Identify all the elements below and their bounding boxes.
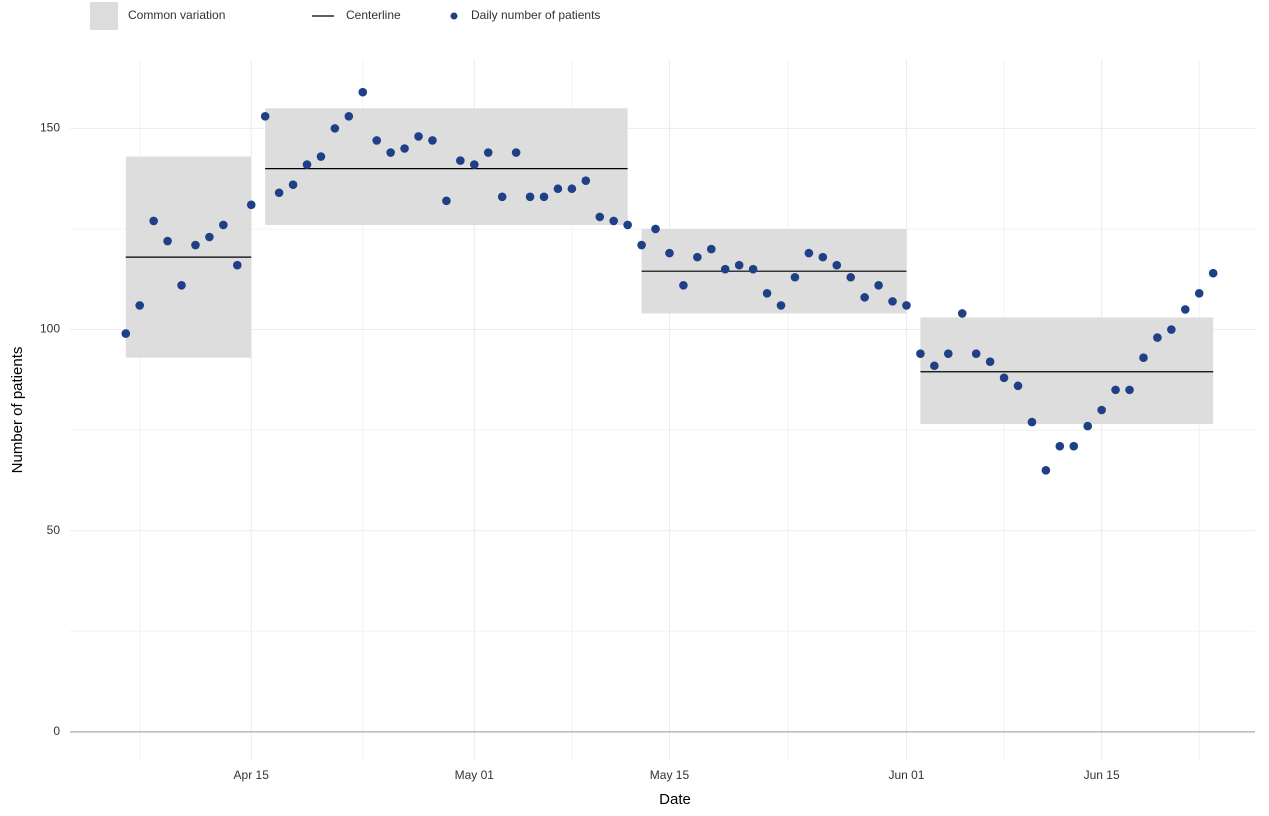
data-point — [623, 220, 632, 230]
data-point — [888, 297, 897, 306]
x-tick-label: Jun 01 — [888, 768, 924, 782]
y-tick-label: 150 — [40, 121, 60, 135]
data-point — [1153, 333, 1162, 342]
data-point — [609, 216, 619, 226]
data-point — [706, 244, 716, 254]
y-tick-label: 0 — [53, 724, 60, 738]
data-point — [874, 280, 883, 290]
legend-swatch — [90, 2, 118, 30]
data-point — [595, 212, 605, 222]
data-point — [246, 200, 256, 210]
data-point — [219, 220, 228, 230]
legend-label: Common variation — [128, 8, 225, 22]
x-axis-label: Date — [659, 791, 691, 808]
legend-label: Daily number of patients — [471, 8, 600, 22]
data-point — [1041, 466, 1051, 475]
data-point — [1139, 353, 1148, 363]
data-point — [567, 184, 577, 194]
data-point — [372, 136, 382, 145]
data-point — [358, 87, 368, 97]
data-point — [637, 240, 646, 250]
legend-label: Centerline — [346, 8, 401, 22]
data-point — [818, 252, 828, 262]
data-point — [442, 196, 451, 206]
data-point — [1083, 421, 1093, 431]
data-point — [163, 236, 172, 246]
data-point — [930, 361, 939, 371]
data-point — [902, 301, 911, 310]
data-point — [428, 136, 437, 145]
common-variation-band — [920, 317, 1214, 425]
data-point — [232, 260, 242, 270]
data-point — [1111, 385, 1120, 395]
data-point — [553, 184, 563, 194]
data-point — [135, 301, 145, 310]
data-point — [274, 188, 284, 198]
data-point — [344, 112, 354, 121]
data-point — [679, 280, 688, 290]
data-point — [943, 349, 953, 358]
data-point — [525, 192, 535, 202]
data-point — [832, 260, 842, 270]
data-point — [790, 272, 800, 282]
data-point — [985, 357, 995, 367]
data-point — [1027, 417, 1037, 427]
data-point — [651, 224, 660, 234]
data-point — [804, 248, 814, 258]
data-point — [1125, 385, 1134, 395]
data-point — [1013, 381, 1023, 391]
data-point — [469, 160, 479, 169]
data-point — [386, 148, 395, 157]
x-tick-label: Apr 15 — [234, 768, 270, 782]
data-point — [191, 240, 200, 250]
data-point — [1180, 305, 1190, 314]
data-point — [720, 264, 730, 274]
data-point — [693, 252, 702, 262]
data-point — [260, 112, 270, 121]
y-tick-label: 50 — [47, 523, 61, 537]
data-point — [1194, 289, 1204, 298]
data-point — [288, 180, 298, 190]
data-point — [1069, 441, 1079, 451]
y-tick-label: 100 — [40, 322, 60, 336]
legend-swatch — [450, 12, 458, 20]
data-point — [302, 160, 312, 169]
data-point — [1208, 268, 1218, 278]
common-variation-band — [265, 108, 628, 225]
data-point — [121, 329, 131, 338]
data-point — [316, 152, 326, 161]
data-point — [971, 349, 981, 358]
x-tick-label: May 15 — [650, 768, 690, 782]
data-point — [957, 309, 967, 318]
data-point — [776, 301, 786, 310]
data-point — [414, 132, 423, 141]
data-point — [1097, 405, 1106, 415]
data-point — [1167, 325, 1176, 334]
data-point — [456, 156, 465, 165]
data-point — [748, 264, 758, 274]
data-point — [149, 216, 158, 226]
y-axis-label: Number of patients — [9, 347, 26, 474]
data-point — [734, 260, 744, 270]
data-point — [762, 289, 772, 298]
data-point — [205, 232, 214, 242]
data-point — [511, 148, 521, 157]
data-point — [916, 349, 925, 358]
x-tick-label: Jun 15 — [1084, 768, 1120, 782]
data-point — [400, 144, 409, 153]
data-point — [330, 124, 340, 133]
data-point — [483, 148, 493, 157]
data-point — [177, 280, 186, 290]
data-point — [581, 176, 591, 185]
data-point — [539, 192, 549, 202]
x-tick-label: May 01 — [455, 768, 495, 782]
data-point — [665, 248, 674, 258]
data-point — [999, 373, 1009, 383]
data-point — [846, 272, 856, 282]
data-point — [1055, 441, 1065, 451]
data-point — [860, 293, 869, 302]
data-point — [497, 192, 507, 202]
